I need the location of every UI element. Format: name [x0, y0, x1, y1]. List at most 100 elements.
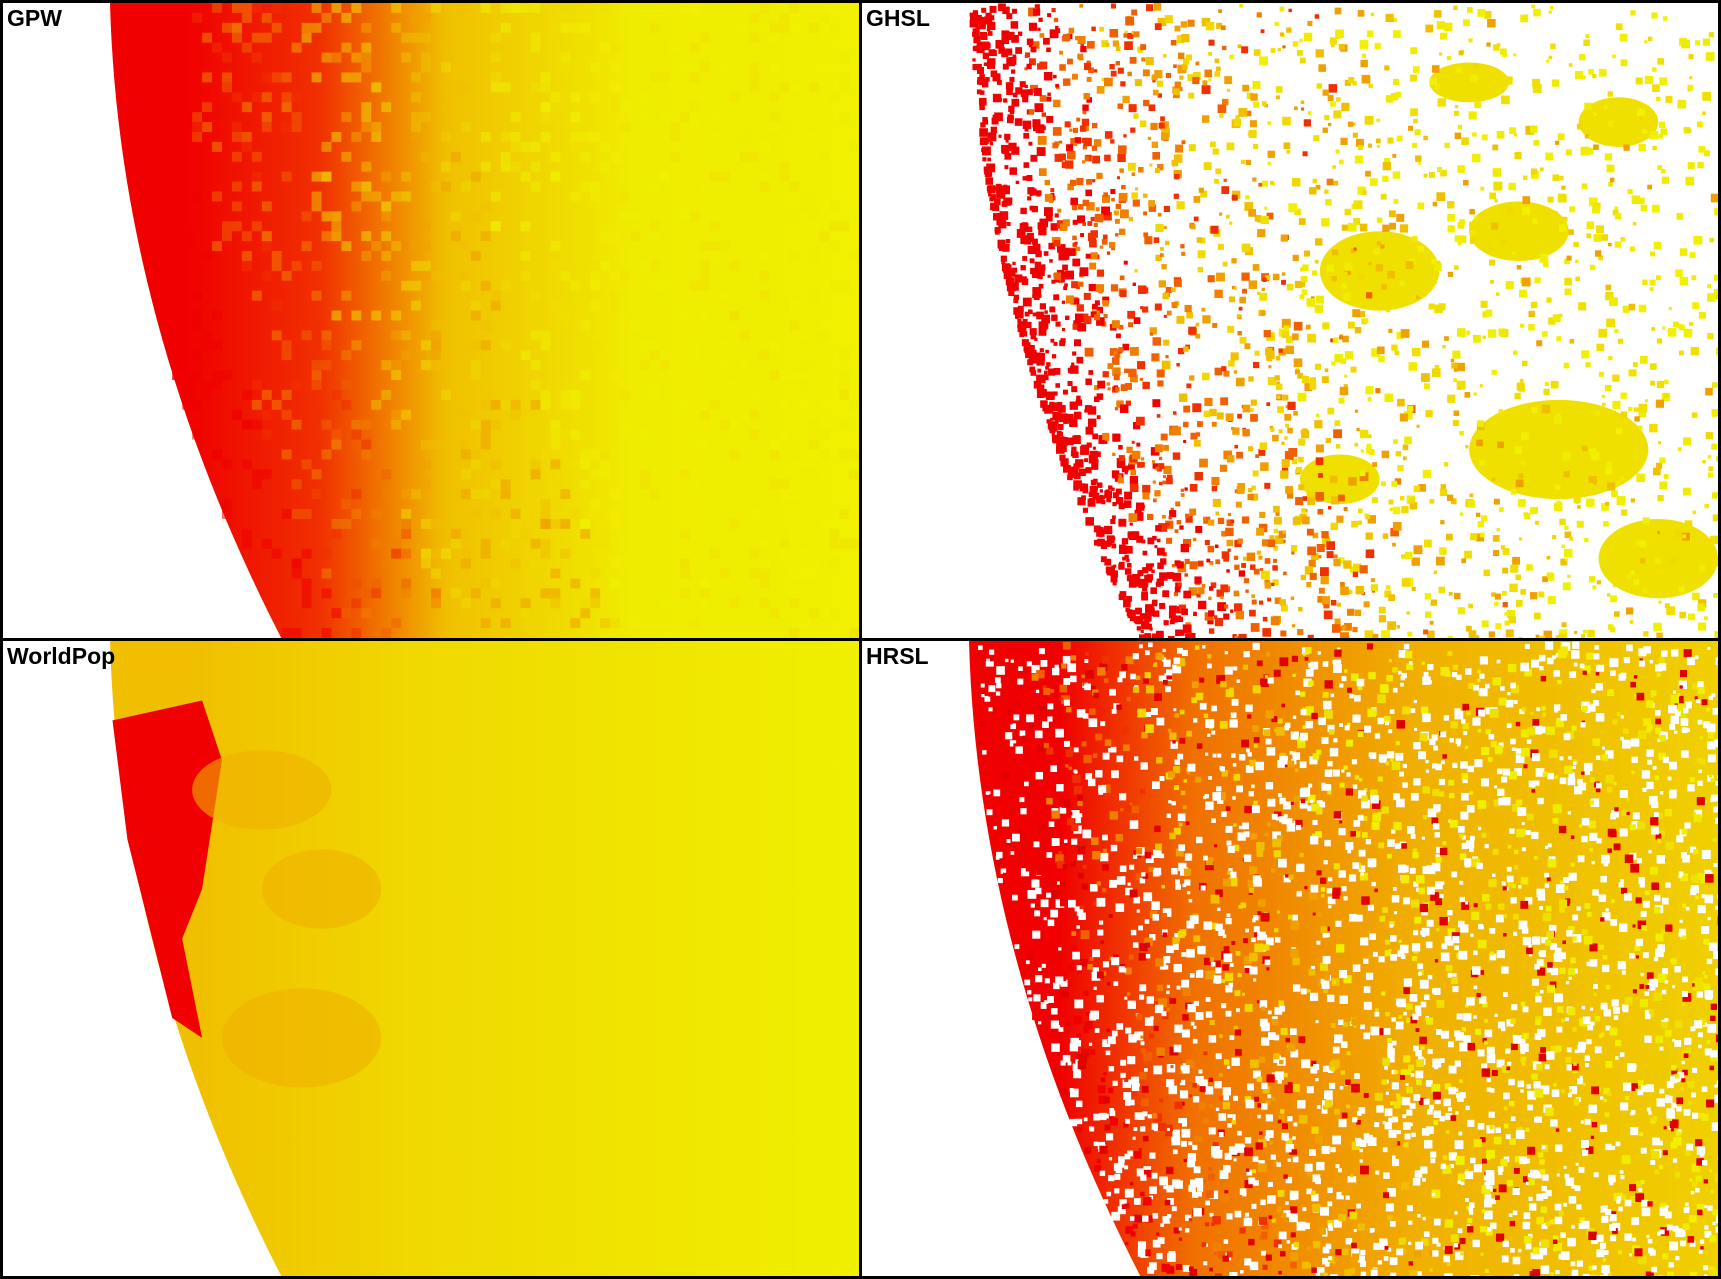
speckle	[1408, 406, 1413, 411]
speckle	[1123, 33, 1128, 38]
speckle	[1168, 636, 1175, 638]
speckle	[1086, 467, 1092, 473]
speckle	[987, 61, 995, 69]
speckle	[1080, 267, 1089, 276]
speckle	[1024, 237, 1031, 244]
grid-cell	[371, 311, 381, 321]
speckle	[1561, 186, 1565, 190]
speckle	[1134, 756, 1138, 760]
speckle	[1586, 233, 1591, 238]
speckle	[1195, 62, 1199, 66]
speckle	[1261, 571, 1270, 580]
grid-cell	[521, 350, 531, 360]
grid-cell	[789, 251, 799, 261]
speckle	[1335, 30, 1344, 39]
speckle	[1330, 101, 1336, 107]
grid-cell	[381, 251, 391, 261]
speckle	[1518, 885, 1521, 888]
speckle	[1147, 538, 1154, 545]
speckle	[1620, 828, 1628, 836]
grid-cell	[361, 449, 371, 459]
grid-cell	[550, 598, 560, 608]
speckle	[1334, 554, 1338, 558]
speckle	[1070, 198, 1078, 206]
speckle	[1203, 517, 1206, 520]
grid-cell	[640, 608, 650, 618]
speckle	[1512, 251, 1516, 255]
speckle	[1282, 272, 1285, 275]
speckle	[1383, 162, 1391, 170]
speckle	[1013, 714, 1019, 720]
grid-cell	[401, 519, 411, 529]
speckle	[1181, 791, 1185, 795]
grid-cell	[132, 142, 142, 152]
speckle	[1105, 131, 1113, 139]
grid-cell	[431, 271, 441, 281]
speckle	[1301, 101, 1305, 105]
speckle	[1029, 367, 1035, 373]
speckle	[1280, 470, 1288, 478]
speckle	[1687, 784, 1694, 791]
speckle	[1120, 808, 1123, 811]
grid-cell	[700, 281, 710, 291]
speckle	[1569, 63, 1573, 67]
speckle	[1213, 499, 1221, 507]
grid-cell	[451, 211, 461, 221]
grid-cell	[550, 569, 560, 579]
speckle	[1229, 222, 1232, 225]
speckle	[1708, 754, 1716, 762]
speckle	[1120, 275, 1125, 280]
map-panel: WorldPop	[3, 641, 859, 1276]
speckle	[1196, 1012, 1204, 1020]
speckle	[1555, 485, 1560, 490]
grid-cell	[660, 350, 670, 360]
speckle	[1307, 1246, 1311, 1250]
speckle	[1247, 494, 1253, 500]
speckle	[1373, 248, 1380, 254]
speckle	[1324, 115, 1329, 120]
grid-cell	[202, 330, 212, 340]
speckle	[1281, 442, 1284, 445]
speckle	[1646, 728, 1651, 733]
speckle	[1202, 315, 1210, 323]
grid-cell	[750, 390, 760, 400]
speckle	[1604, 1009, 1611, 1016]
speckle	[1084, 755, 1092, 763]
speckle	[1447, 214, 1455, 222]
speckle	[1573, 242, 1578, 247]
grid-cell	[471, 301, 481, 311]
speckle	[1460, 512, 1463, 515]
speckle	[1162, 293, 1168, 299]
speckle	[1582, 183, 1588, 189]
speckle	[1574, 496, 1581, 503]
speckle	[980, 137, 988, 145]
grid-cell	[421, 13, 431, 23]
speckle	[1594, 113, 1597, 116]
speckle	[1140, 378, 1143, 381]
grid-cell	[252, 172, 262, 182]
speckle	[1050, 418, 1053, 421]
grid-cell	[560, 489, 570, 499]
speckle	[1193, 1136, 1199, 1142]
speckle	[1030, 268, 1036, 274]
speckle	[1341, 103, 1349, 111]
speckle	[1397, 625, 1401, 628]
speckle	[1140, 306, 1143, 309]
speckle	[1300, 761, 1307, 768]
speckle	[1602, 403, 1606, 407]
speckle	[1275, 22, 1279, 26]
speckle	[1531, 660, 1539, 668]
speckle	[1039, 168, 1047, 176]
speckle	[1175, 759, 1180, 764]
speckle	[1266, 652, 1271, 657]
grid-cell	[272, 261, 282, 271]
grid-cell	[610, 271, 620, 281]
grid-cell	[351, 489, 361, 499]
speckle	[1564, 278, 1572, 286]
grid-cell	[172, 370, 182, 380]
grid-cell	[501, 3, 511, 13]
speckle	[1345, 725, 1350, 730]
speckle	[1039, 219, 1048, 228]
speckle	[1020, 265, 1025, 270]
speckle	[1621, 59, 1628, 66]
